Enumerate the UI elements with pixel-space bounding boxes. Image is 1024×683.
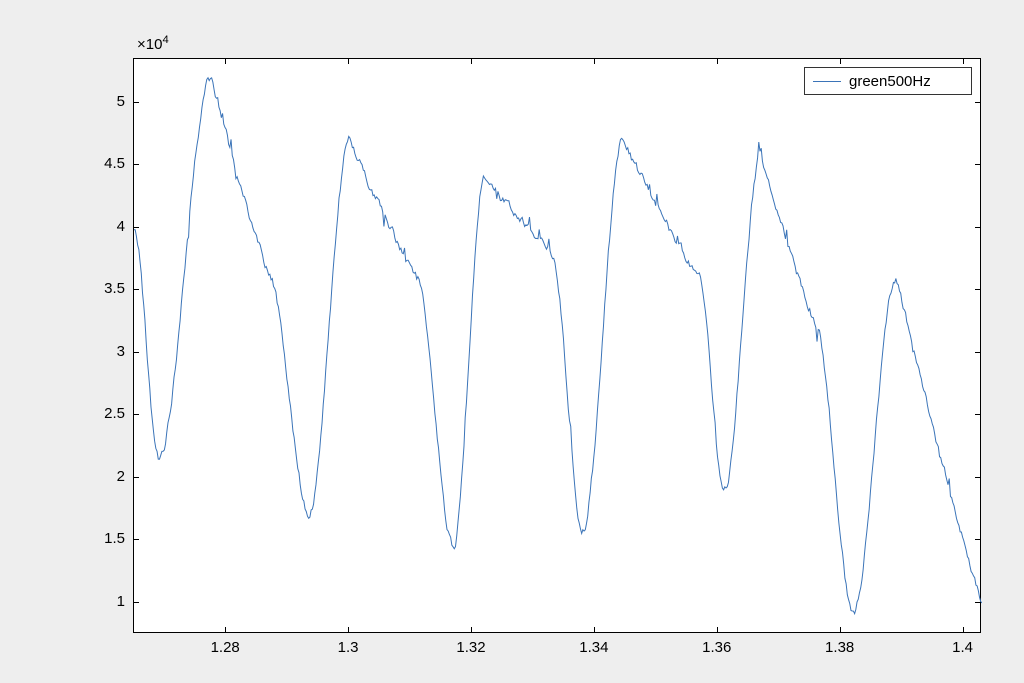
x-tick-label: 1.4 <box>952 639 973 656</box>
y-tick-label: 2 <box>85 468 125 485</box>
x-tick-label: 1.34 <box>579 639 608 656</box>
y-tick-label: 5 <box>85 93 125 110</box>
y-tick-label: 4 <box>85 218 125 235</box>
chart-axes[interactable]: green500Hz <box>133 58 981 633</box>
y-tick-label: 2.5 <box>85 405 125 422</box>
y-tick-label: 1 <box>85 593 125 610</box>
y-tick-label: 1.5 <box>85 530 125 547</box>
x-tick-label: 1.32 <box>456 639 485 656</box>
legend[interactable]: green500Hz <box>804 67 972 95</box>
x-tick-label: 1.36 <box>702 639 731 656</box>
legend-line-swatch <box>813 81 841 82</box>
figure-area: green500Hz ×104 1 1.5 2 2.5 3 3.5 4 4.5 5 1.28 1.… <box>20 20 1004 663</box>
y-tick-label: 3.5 <box>85 280 125 297</box>
y-tick-label: 3 <box>85 343 125 360</box>
x-tick-label: 1.3 <box>338 639 359 656</box>
plot-canvas <box>134 59 982 634</box>
x-tick-label: 1.38 <box>825 639 854 656</box>
x-tick-label: 1.28 <box>211 639 240 656</box>
y-axis-multiplier: ×104 <box>137 34 169 53</box>
y-tick-label: 4.5 <box>85 155 125 172</box>
legend-label: green500Hz <box>849 73 931 90</box>
series-line <box>134 78 982 614</box>
